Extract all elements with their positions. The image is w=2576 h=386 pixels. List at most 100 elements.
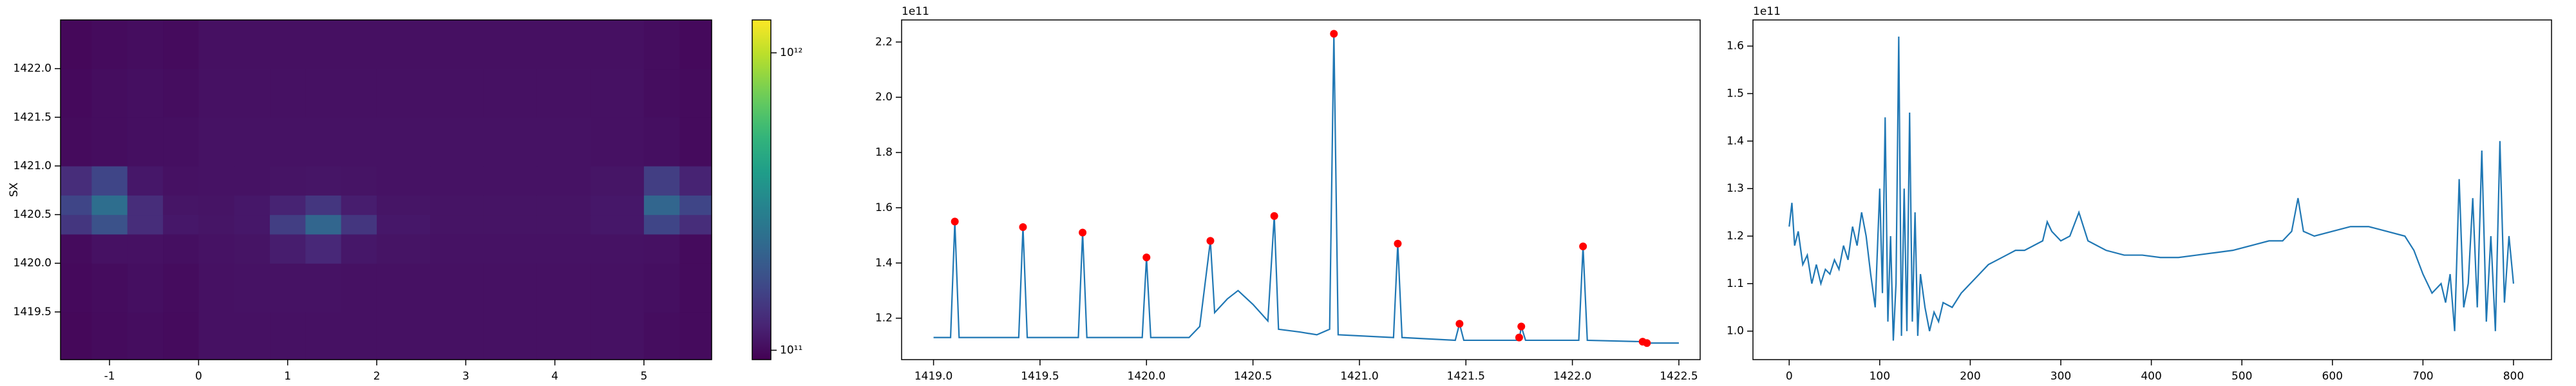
x-tick-label: 700 bbox=[2412, 370, 2433, 383]
heatmap-cell bbox=[483, 263, 538, 313]
heatmap-cell bbox=[305, 234, 342, 264]
heatmap-cell bbox=[234, 195, 270, 216]
heatmap-cell bbox=[643, 214, 680, 235]
heatmap-cell bbox=[163, 214, 199, 235]
heatmap-cell bbox=[163, 263, 199, 313]
heatmap-cell bbox=[341, 165, 377, 196]
heatmap-cell bbox=[643, 68, 680, 118]
heatmap-cell bbox=[590, 165, 645, 196]
y-tick-label: 1.2 bbox=[875, 312, 893, 325]
heatmap-cell bbox=[483, 117, 538, 167]
heatmap-cell bbox=[61, 311, 93, 360]
heatmap-cell bbox=[198, 263, 235, 313]
heatmap-cell bbox=[341, 117, 377, 167]
y-axis-label: SX bbox=[8, 182, 21, 197]
heatmap-cell bbox=[91, 263, 128, 313]
heatmap-cell bbox=[590, 195, 645, 216]
heatmap-cell bbox=[430, 195, 484, 216]
axes-frame bbox=[901, 19, 1701, 360]
x-tick-label: 800 bbox=[2503, 370, 2524, 383]
axes-frame bbox=[1752, 19, 2552, 360]
y-tick-label: 2.0 bbox=[875, 91, 893, 104]
heatmap-cell bbox=[679, 234, 712, 264]
heatmap-cell bbox=[536, 20, 591, 69]
heatmap-cell bbox=[127, 195, 164, 216]
heatmap-cell bbox=[376, 234, 431, 264]
x-tick-label: 1419.0 bbox=[914, 370, 952, 383]
y-tick-label: 1420.5 bbox=[14, 208, 52, 221]
heatmap-cell bbox=[234, 68, 270, 118]
heatmap-cell bbox=[127, 263, 164, 313]
heatmap-cell bbox=[341, 234, 377, 264]
heatmap-cell bbox=[536, 311, 591, 360]
x-tick-label: 300 bbox=[2050, 370, 2071, 383]
peak-marker bbox=[1142, 253, 1151, 262]
heatmap-cell bbox=[643, 263, 680, 313]
heatmap-cell bbox=[679, 117, 712, 167]
heatmap-cell bbox=[679, 20, 712, 69]
heatmap-cell bbox=[341, 195, 377, 216]
heatmap-cell bbox=[163, 20, 199, 69]
heatmap-cell bbox=[341, 20, 377, 69]
heatmap-cell bbox=[305, 195, 342, 216]
heatmap-cell bbox=[430, 68, 484, 118]
heatmap-cell bbox=[376, 68, 431, 118]
heatmap-cell bbox=[91, 20, 128, 69]
heatmap-cell bbox=[679, 214, 712, 235]
heatmap-cell bbox=[270, 117, 306, 167]
y-tick-label: 1.8 bbox=[875, 146, 893, 159]
x-tick-label: 2 bbox=[374, 370, 381, 383]
heatmap-cell bbox=[270, 20, 306, 69]
heatmap-cell bbox=[643, 117, 680, 167]
x-tick-label: 1 bbox=[284, 370, 291, 383]
heatmap-cell bbox=[198, 195, 235, 216]
x-tick-label: 3 bbox=[462, 370, 469, 383]
heatmap-cell bbox=[376, 20, 431, 69]
heatmap-cell bbox=[234, 214, 270, 235]
heatmap-cell bbox=[163, 165, 199, 196]
peak-marker bbox=[1330, 30, 1338, 38]
heatmap-cell bbox=[270, 195, 306, 216]
heatmap-cell bbox=[270, 263, 306, 313]
x-tick-label: 0 bbox=[1786, 370, 1793, 383]
peak-marker bbox=[1206, 237, 1215, 245]
x-tick-label: 1422.0 bbox=[1553, 370, 1591, 383]
heatmap-cell bbox=[61, 214, 93, 235]
heatmap-cell bbox=[536, 117, 591, 167]
heatmap-cell bbox=[198, 165, 235, 196]
heatmap-cell bbox=[198, 68, 235, 118]
y-tick-label: 1.6 bbox=[875, 201, 893, 214]
heatmap-cell bbox=[376, 214, 431, 235]
heatmap-cell bbox=[270, 234, 306, 264]
peak-marker bbox=[1079, 228, 1087, 237]
peak-marker bbox=[1515, 333, 1523, 342]
heatmap-cell bbox=[430, 165, 484, 196]
heatmap-cell bbox=[163, 195, 199, 216]
heatmap-cell bbox=[590, 20, 645, 69]
heatmap-cell bbox=[61, 68, 93, 118]
heatmap-cell bbox=[341, 263, 377, 313]
y-tick-label: 1.0 bbox=[1727, 325, 1744, 338]
y-tick-label: 1419.5 bbox=[14, 306, 52, 318]
heatmap-cell bbox=[430, 234, 484, 264]
heatmap-cell bbox=[61, 263, 93, 313]
heatmap-cell bbox=[305, 117, 342, 167]
heatmap-cell bbox=[643, 165, 680, 196]
y-tick-label: 1421.5 bbox=[14, 111, 52, 124]
heatmap-cell bbox=[341, 214, 377, 235]
peak-marker bbox=[1394, 239, 1402, 248]
y-tick-label: 1.2 bbox=[1727, 230, 1744, 243]
offset-text: 1e11 bbox=[902, 5, 929, 18]
heatmap-cell bbox=[91, 195, 128, 216]
heatmap-cell bbox=[163, 117, 199, 167]
x-tick-label: 400 bbox=[2141, 370, 2161, 383]
heatmap-cell bbox=[127, 68, 164, 118]
peak-marker bbox=[1517, 322, 1526, 331]
colorbar bbox=[752, 19, 772, 360]
peak-marker bbox=[1270, 212, 1278, 220]
heatmap-cell bbox=[430, 20, 484, 69]
heatmap-cell bbox=[305, 263, 342, 313]
y-tick-label: 1421.0 bbox=[14, 160, 52, 172]
heatmap-cell bbox=[61, 234, 93, 264]
heatmap-cell bbox=[376, 263, 431, 313]
